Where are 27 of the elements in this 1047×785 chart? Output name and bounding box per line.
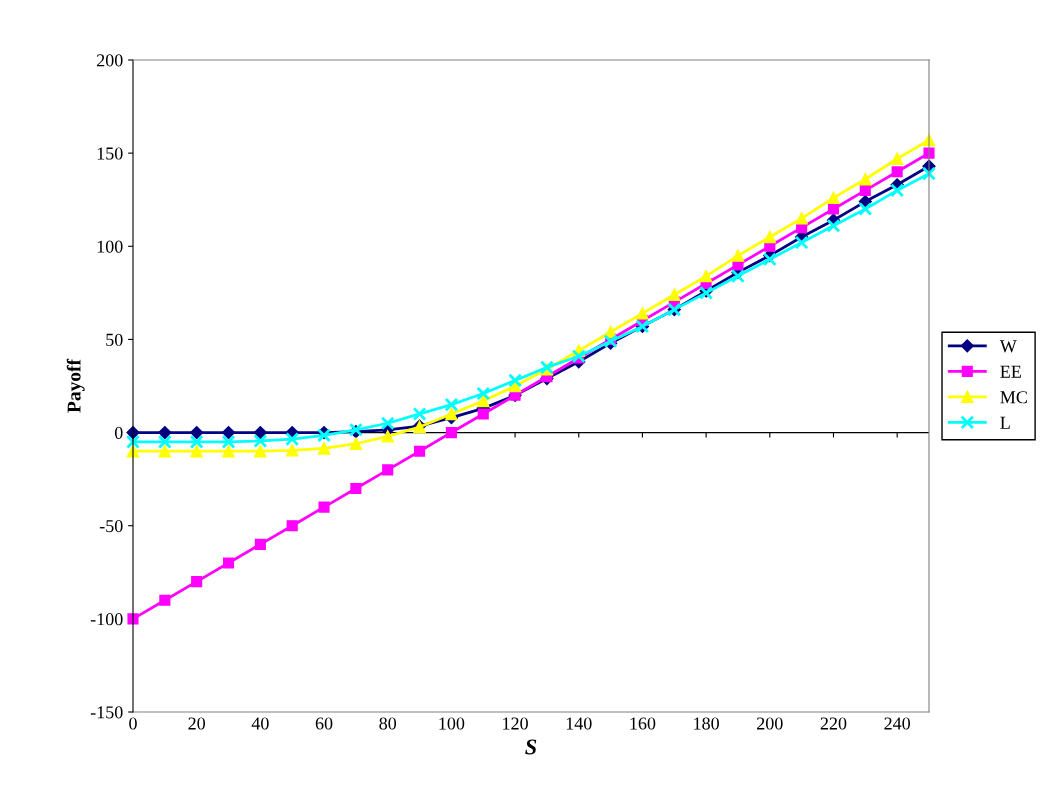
y-tick-label: 200 — [96, 54, 123, 67]
y-tick-label: -100 — [90, 613, 123, 626]
y-tick-label: 50 — [106, 333, 123, 346]
x-tick-label: 120 — [503, 717, 528, 730]
x-tick-label: 140 — [566, 717, 592, 730]
x-axis-title: S — [525, 739, 537, 755]
y-tick-label: -50 — [99, 519, 123, 533]
legend-label: MC — [1000, 391, 1027, 404]
y-tick-label: -150 — [90, 706, 123, 719]
x-tick-label: 80 — [379, 717, 397, 730]
legend-label: L — [1000, 416, 1010, 429]
x-tick-label: 220 — [820, 717, 847, 730]
y-tick-label: 100 — [97, 240, 123, 253]
x-tick-label: 160 — [630, 717, 656, 730]
x-tick-label: 0 — [129, 717, 137, 730]
y-axis-title: Payoff — [66, 358, 85, 413]
legend-label: EE — [1000, 365, 1021, 378]
x-tick-label: 240 — [884, 717, 911, 730]
x-tick-label: 40 — [251, 717, 269, 730]
x-tick-label: 20 — [188, 717, 206, 730]
y-tick-label: 150 — [97, 147, 123, 160]
legend-label: W — [999, 340, 1017, 353]
y-tick-label: 0 — [114, 426, 123, 440]
x-tick-label: 100 — [439, 717, 465, 730]
x-tick-label: 60 — [315, 717, 333, 730]
x-tick-label: 200 — [757, 717, 783, 730]
x-tick-label: 180 — [694, 717, 719, 730]
